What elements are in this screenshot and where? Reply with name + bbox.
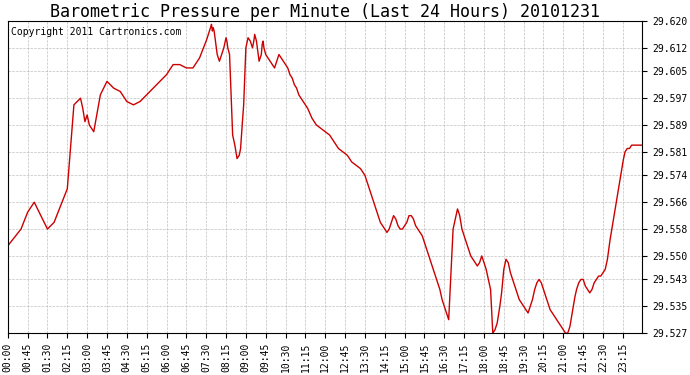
Text: Copyright 2011 Cartronics.com: Copyright 2011 Cartronics.com — [11, 27, 181, 37]
Title: Barometric Pressure per Minute (Last 24 Hours) 20101231: Barometric Pressure per Minute (Last 24 … — [50, 3, 600, 21]
